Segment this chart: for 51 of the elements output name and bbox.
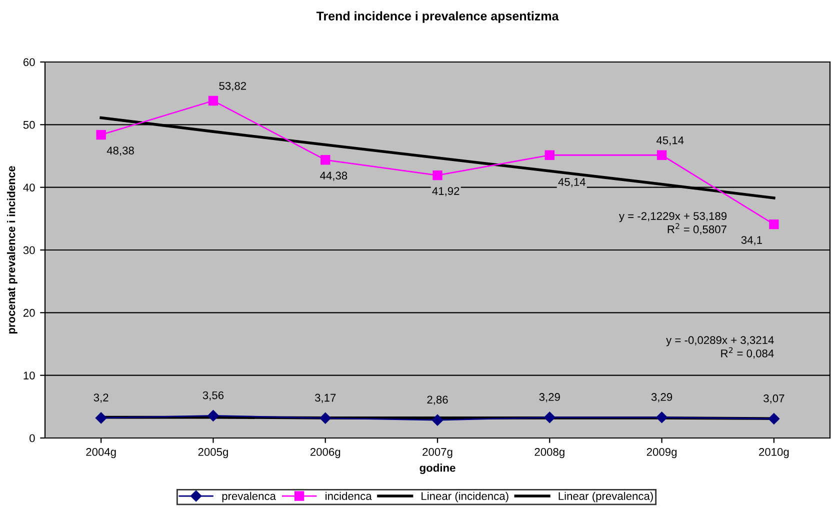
x-tick-label: 2008g [534,448,564,458]
point [320,155,330,165]
data-label: 3,56 [202,391,224,401]
legend-label: Linear (prevalenca) [558,492,653,502]
point [656,412,668,423]
point [208,410,219,422]
chart-title: Trend incidence i prevalence apsentizma [316,11,559,23]
data-label: 3,29 [651,393,672,402]
data-label: 41,92 [432,187,460,196]
data-label: 45,14 [558,178,586,188]
annotation: y = -0,0289x + 3,3214 R$^{2}$ = 0,084 [666,336,774,359]
data-label: 3,2 [94,394,108,403]
point [769,219,779,230]
x-axis-title: godine [420,464,456,474]
y-tick-label: 10 [24,372,35,380]
y-tick-label: 20 [23,308,35,317]
point [656,150,667,160]
point [432,170,442,180]
data-label: 53,82 [219,82,246,92]
point [320,412,331,424]
y-tick-label: 50 [23,120,35,129]
point [96,130,106,140]
legend-label: incidenca [326,492,372,500]
y-axis-title: procenat prevalence i incidence [7,166,18,334]
data-label: 3,07 [764,394,784,404]
data-label: 2,86 [427,396,448,405]
x-tick-label: 2005g [198,448,228,458]
data-label: 3,29 [539,393,560,402]
legend-label: prevalenca [222,492,276,502]
x-tick-label: 2007g [422,448,452,458]
x-tick-label: 2009g [646,448,677,458]
x-tick-label: 2004g [86,448,116,458]
data-label: 48,38 [106,146,134,156]
data-label: 45,14 [656,136,684,146]
x-tick-label: 2010g [759,448,789,458]
data-label: 34,1 [741,236,762,246]
x-tick-label: 2006g [310,448,340,458]
point [768,413,780,424]
annotation: y = -2,1229x + 53,189 R$^{2}$ = 0,5807 [618,212,727,235]
data-label: 44,38 [320,172,348,181]
y-tick-label: 30 [23,246,35,254]
point [432,414,444,426]
data-label: 3,17 [314,394,336,403]
y-tick-label: 0 [30,434,35,442]
point [544,412,556,423]
y-tick-label: 60 [23,58,35,66]
point [544,150,555,160]
point [208,96,218,106]
y-tick-label: 40 [23,184,35,192]
point [95,412,107,424]
legend-label: Linear (incidenca) [422,492,508,502]
